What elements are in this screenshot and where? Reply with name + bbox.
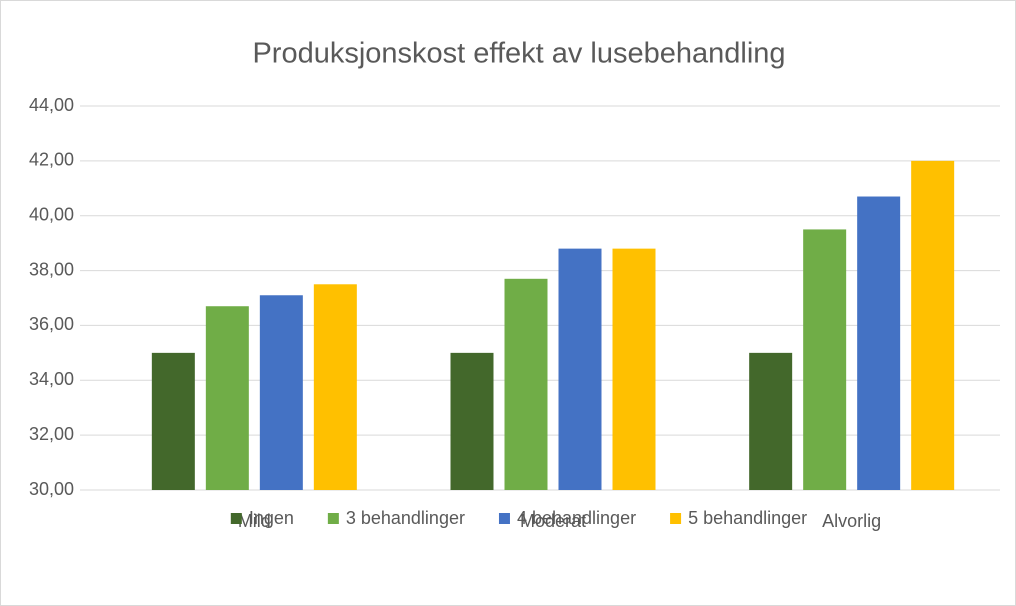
bar [558, 248, 602, 490]
x-tick-label: Mild [238, 511, 271, 531]
legend-swatch [498, 513, 510, 524]
bar [450, 352, 494, 490]
y-tick-label: 38,00 [29, 259, 74, 279]
bar [313, 284, 357, 490]
legend-label: 4 behandlinger [517, 508, 636, 528]
legend-label: 5 behandlinger [688, 508, 807, 528]
bar [612, 248, 656, 490]
y-tick-label: 36,00 [29, 314, 74, 334]
bar [205, 306, 249, 490]
chart-title: Produksjonskost effekt av lusebehandling [252, 38, 785, 70]
x-tick-label: Moderat [520, 511, 586, 531]
y-tick-label: 34,00 [29, 369, 74, 389]
legend-swatch [670, 513, 682, 524]
bar [151, 352, 195, 490]
bar [749, 352, 793, 490]
y-tick-label: 40,00 [29, 204, 74, 224]
bar [911, 160, 955, 490]
legend-item: Ingen [230, 508, 294, 528]
legend-label: 3 behandlinger [346, 508, 465, 528]
y-tick-label: 32,00 [29, 424, 74, 444]
x-tick-label: Alvorlig [822, 511, 881, 531]
bar [857, 196, 901, 490]
legend-item: 5 behandlinger [670, 508, 807, 528]
y-tick-label: 44,00 [29, 95, 74, 115]
legend-swatch [327, 513, 339, 524]
bar [504, 278, 548, 490]
y-tick-label: 42,00 [29, 150, 74, 170]
y-tick-label: 30,00 [29, 479, 74, 499]
legend-label: Ingen [249, 508, 294, 528]
legend-item: 4 behandlinger [498, 508, 636, 528]
legend-item: 3 behandlinger [327, 508, 465, 528]
bar [259, 295, 303, 490]
legend-swatch [230, 513, 242, 524]
bar [803, 229, 847, 490]
